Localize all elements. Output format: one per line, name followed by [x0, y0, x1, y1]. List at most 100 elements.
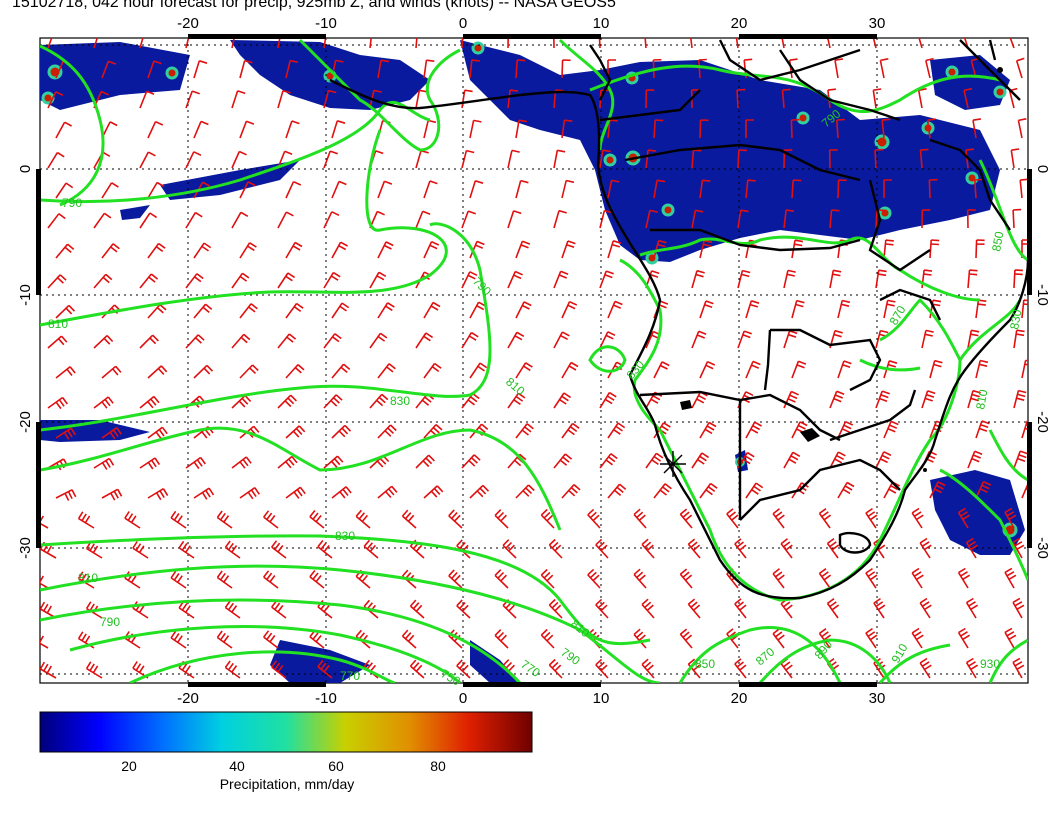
wind-barb — [415, 38, 418, 49]
wind-barb — [783, 330, 798, 349]
wind-barb — [967, 269, 978, 289]
wind-barb — [1015, 57, 1025, 79]
wind-barb — [271, 540, 287, 559]
wind-barb — [780, 598, 793, 619]
contour-label: 790 — [100, 615, 120, 629]
lat-ticks-right: 0 -10 -20 -30 — [1034, 165, 1051, 559]
wind-barb — [921, 209, 931, 229]
wind-barb — [1013, 269, 1023, 289]
wind-barb — [494, 509, 509, 529]
wind-barb — [699, 179, 711, 199]
wind-barb — [239, 59, 253, 79]
graticule — [40, 38, 1028, 683]
wind-barb — [883, 239, 894, 259]
wind-barb — [837, 299, 851, 319]
wind-barb — [699, 300, 714, 319]
wind-barb — [967, 389, 981, 409]
wind-barb — [1019, 178, 1028, 199]
wind-barb — [783, 209, 795, 229]
precip-layer — [40, 40, 1025, 683]
wind-barb — [323, 394, 343, 409]
wind-barb — [47, 335, 68, 349]
wind-barb — [323, 38, 327, 49]
wind-barb — [277, 89, 291, 109]
wind-barb — [1004, 507, 1017, 529]
wind-barb — [231, 333, 251, 349]
wind-barb — [735, 38, 739, 49]
wind-barb — [734, 598, 747, 619]
wind-barb — [699, 239, 713, 259]
wind-barb — [974, 178, 983, 199]
contour-label: 770 — [340, 669, 360, 683]
wind-barb — [653, 119, 664, 139]
lat-tick-label: -30 — [17, 537, 34, 559]
wind-barb — [415, 332, 434, 349]
wind-barb — [828, 149, 838, 169]
wind-barb — [40, 574, 49, 589]
wind-barb — [587, 568, 601, 589]
wind-barb — [548, 658, 563, 679]
wind-barb — [185, 90, 200, 109]
wind-barb — [317, 660, 333, 679]
wind-barb — [309, 630, 325, 649]
wind-barb — [818, 508, 832, 529]
lon-tick-label: 0 — [459, 690, 467, 707]
wind-barb — [132, 541, 149, 559]
wind-barb — [147, 365, 168, 379]
lon-tick-label: 10 — [593, 690, 610, 707]
wind-barb — [331, 120, 346, 139]
wind-barb — [691, 149, 702, 169]
wind-barb — [595, 598, 609, 619]
wind-barb — [834, 58, 844, 79]
wind-barb — [101, 243, 120, 259]
wind-barb — [679, 568, 693, 589]
wind-barb — [644, 38, 647, 49]
wind-barb — [239, 120, 255, 139]
wind-barb — [369, 393, 389, 409]
wind-barb — [93, 335, 114, 349]
wind-barb — [377, 485, 398, 499]
wind-barb — [837, 179, 847, 199]
wind-barb — [515, 484, 535, 499]
wind-barb — [139, 273, 159, 289]
wind-barb — [865, 507, 878, 529]
wind-barb — [553, 270, 569, 289]
wind-barb — [829, 451, 846, 469]
wind-barb — [461, 271, 478, 289]
wind-barb — [185, 211, 203, 229]
wind-barb — [745, 300, 760, 319]
contour-label: 850 — [989, 230, 1006, 252]
wind-barb — [653, 239, 667, 259]
wind-barb — [1004, 627, 1017, 649]
wind-barb — [561, 119, 573, 139]
wind-barb — [77, 631, 95, 649]
wind-barb — [47, 38, 53, 49]
wind-barb — [791, 421, 808, 439]
wind-barb — [377, 180, 393, 199]
wind-barb — [1009, 38, 1015, 49]
wind-barb — [967, 450, 983, 469]
wind-barb — [691, 330, 707, 349]
wind-barb — [461, 149, 475, 169]
wind-barb — [502, 539, 517, 559]
wind-barb — [355, 509, 371, 529]
wind-barb — [277, 394, 297, 409]
colorbar-tick: 40 — [229, 758, 245, 774]
wind-barb — [263, 630, 279, 649]
wind-barb — [47, 396, 68, 410]
wind-barb — [607, 483, 627, 499]
wind-barb — [1010, 148, 1020, 169]
wind-barb — [928, 178, 938, 199]
wind-barb — [185, 456, 206, 470]
wind-barb — [874, 148, 884, 169]
wind-barb — [963, 38, 969, 49]
wind-barb — [515, 362, 533, 379]
wind-barb — [263, 570, 279, 589]
wind-barb — [193, 60, 208, 79]
wind-barb — [791, 299, 805, 319]
wind-barb — [653, 179, 666, 199]
wind-barb — [548, 538, 563, 559]
wind-barb — [369, 38, 372, 49]
wind-barb — [377, 424, 397, 439]
wind-barb — [469, 180, 484, 199]
